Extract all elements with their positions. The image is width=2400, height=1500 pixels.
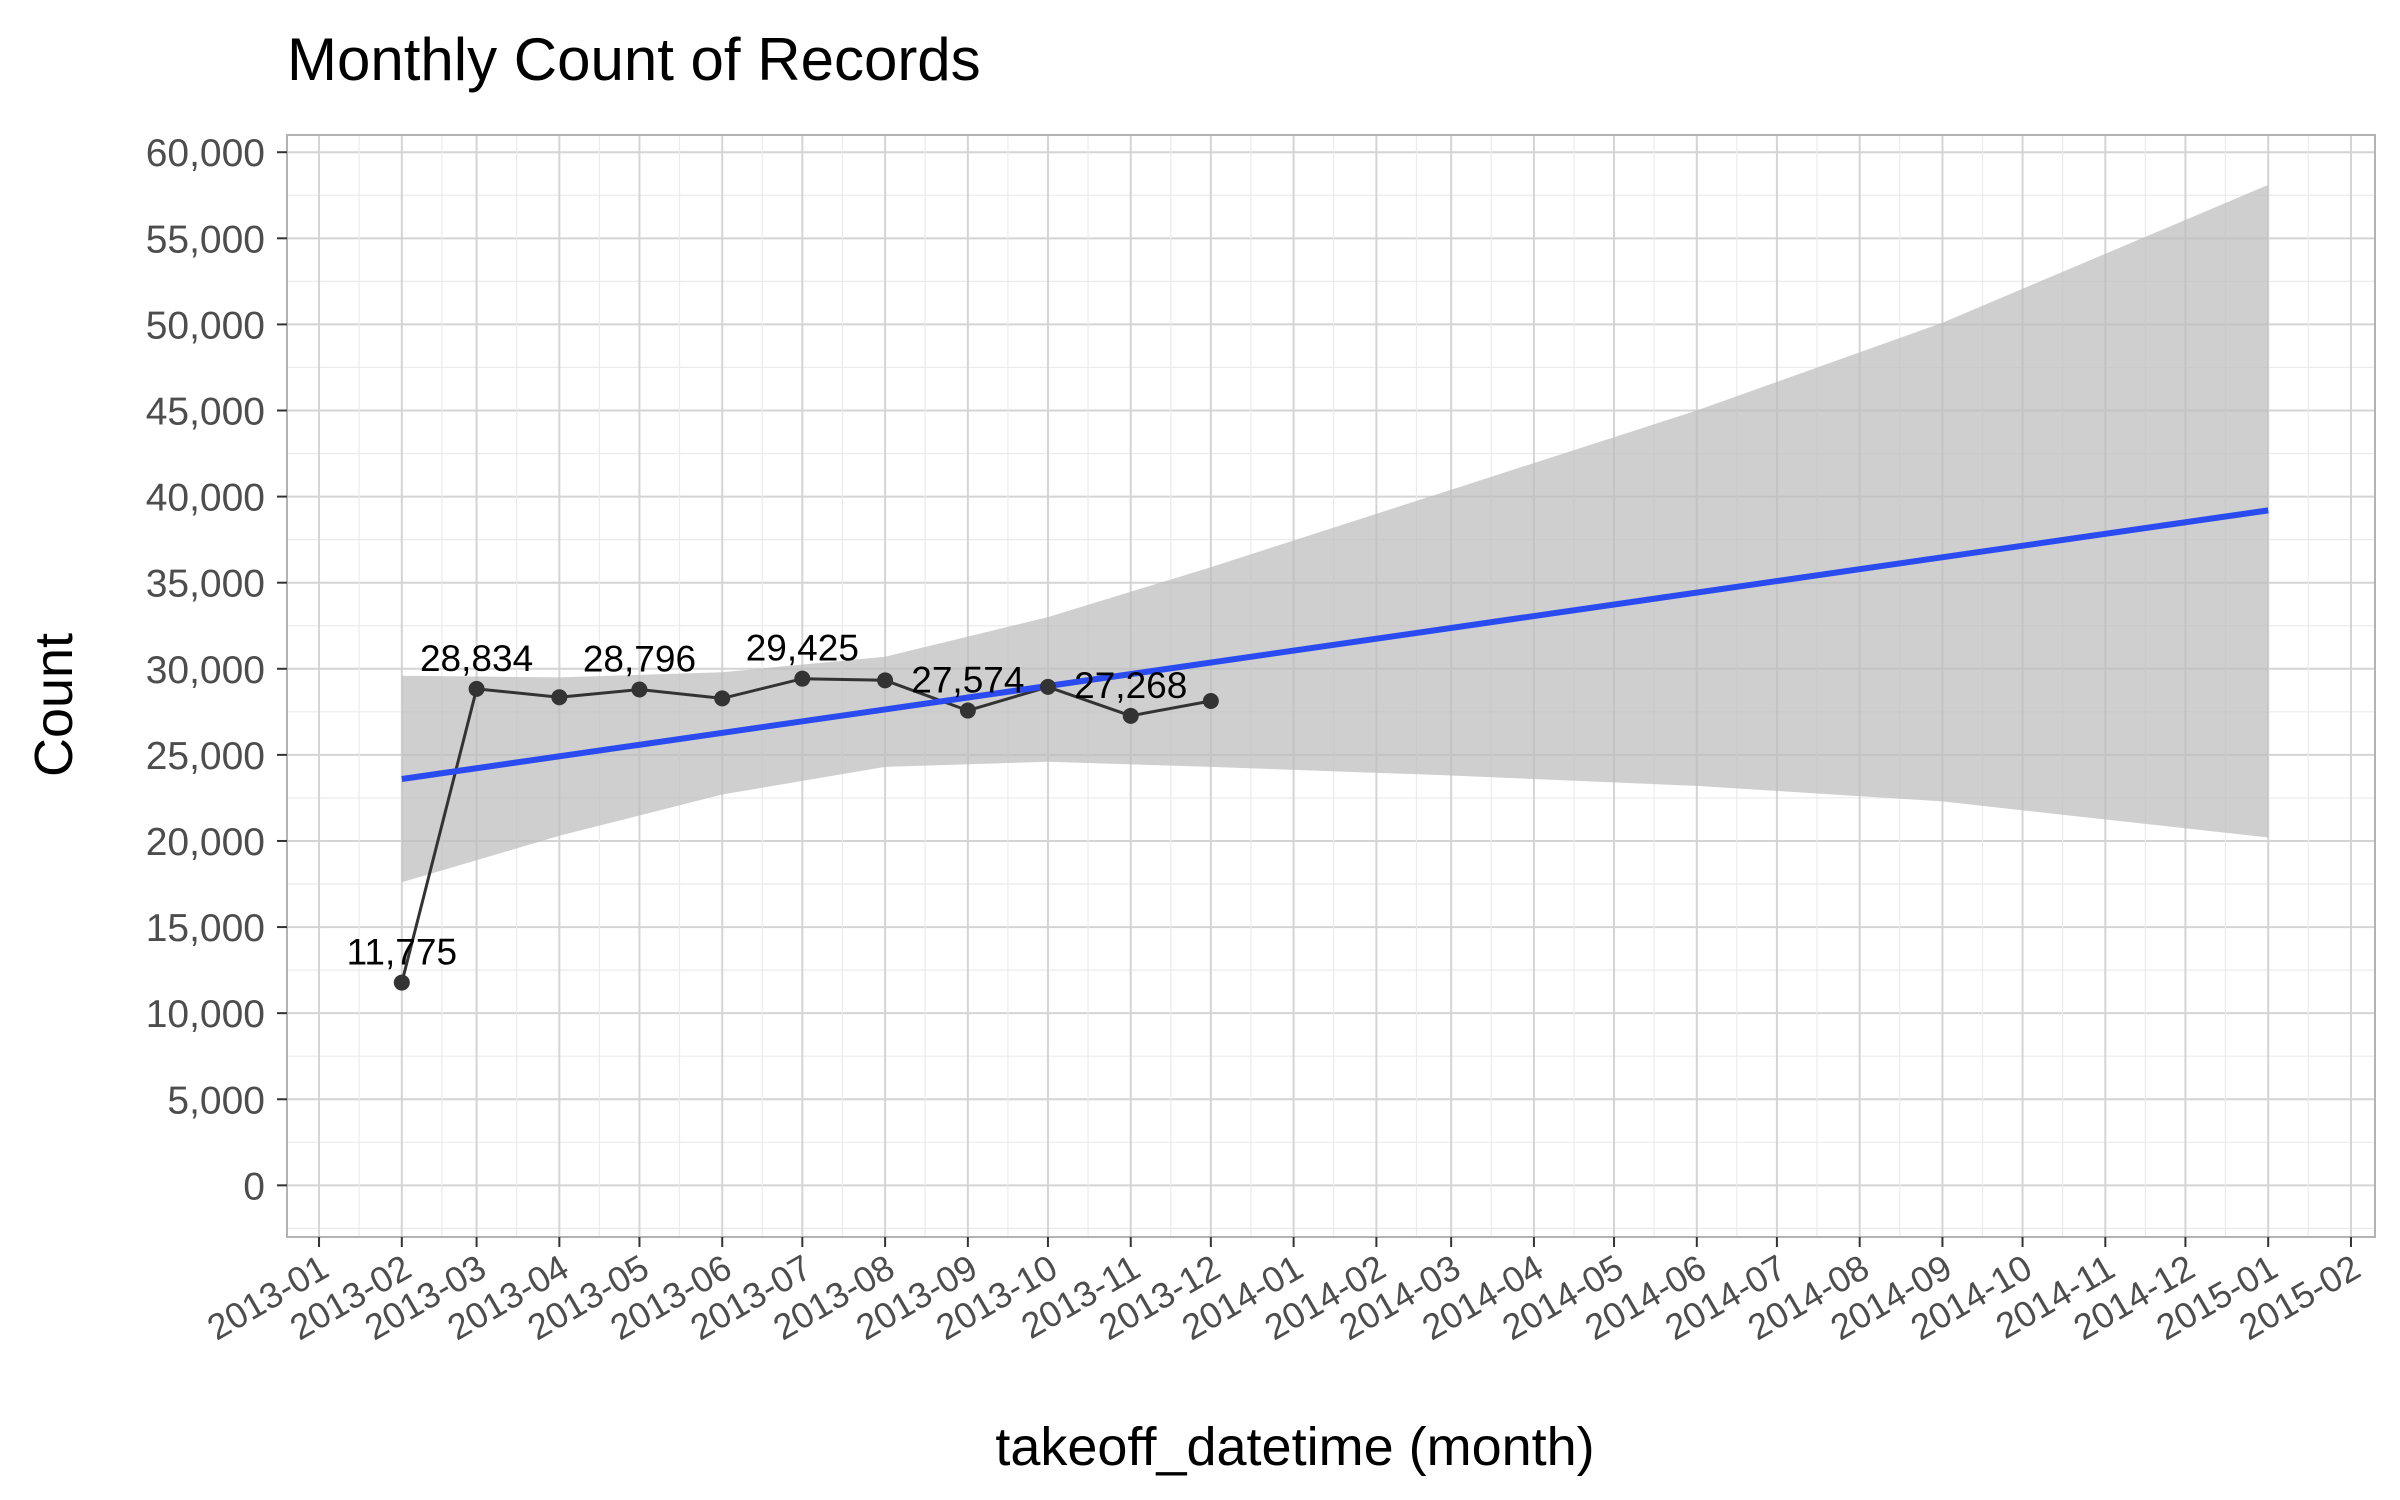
y-tick-label: 0 <box>243 1165 265 1208</box>
trend-layer <box>401 507 2269 782</box>
y-tick-label: 50,000 <box>146 304 265 347</box>
y-axis-title: Count <box>24 633 84 777</box>
y-tick-label: 55,000 <box>146 218 265 261</box>
y-tick-label: 60,000 <box>146 132 265 175</box>
plot-panel-border <box>286 134 2376 1238</box>
data-point <box>551 689 568 706</box>
trend-line <box>401 507 2269 782</box>
data-point <box>714 690 731 707</box>
y-tick-label: 30,000 <box>146 649 265 692</box>
data-labels-layer: 11,775 28,834 28,796 29,425 27,574 27,268 <box>347 628 1188 973</box>
data-label: 28,796 <box>583 639 696 680</box>
data-point <box>468 680 485 697</box>
data-label: 29,425 <box>746 628 859 669</box>
data-point <box>959 702 976 719</box>
y-tick-label: 5,000 <box>167 1079 265 1122</box>
y-tick-label: 35,000 <box>146 563 265 606</box>
y-tick-label: 20,000 <box>146 821 265 864</box>
data-point <box>794 670 811 687</box>
x-axis-title: takeoff_datetime (month) <box>995 1417 1594 1477</box>
y-tick-label: 15,000 <box>146 907 265 950</box>
data-label: 27,268 <box>1074 665 1187 706</box>
y-tick-label: 45,000 <box>146 391 265 434</box>
data-label: 27,574 <box>911 660 1024 701</box>
data-point <box>877 672 894 689</box>
data-label: 11,775 <box>347 932 457 973</box>
data-point <box>1202 692 1219 709</box>
data-point <box>1122 707 1139 724</box>
data-point <box>631 681 648 698</box>
data-label: 28,834 <box>420 638 533 679</box>
y-tick-label: 40,000 <box>146 477 265 520</box>
data-point <box>393 974 410 991</box>
chart-title: Monthly Count of Records <box>287 26 981 93</box>
data-point <box>1039 678 1056 695</box>
confidence-ribbon-layer <box>401 184 2269 883</box>
confidence-ribbon <box>401 184 2269 883</box>
points-layer <box>393 670 1219 991</box>
y-tick-label: 10,000 <box>146 993 265 1036</box>
y-tick-label: 25,000 <box>146 735 265 778</box>
